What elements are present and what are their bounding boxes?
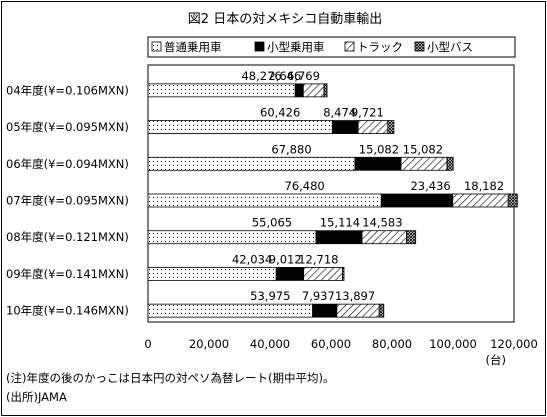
value-label-5-2: 12,718 — [298, 252, 338, 266]
legend-label-0: 普通乗用車 — [164, 40, 222, 54]
value-label-0-0: 48,276 — [241, 69, 281, 83]
category-label-5: 09年度(¥=0.141MXN) — [6, 267, 129, 281]
bars-group — [147, 83, 518, 318]
bar-segment-6-1 — [312, 303, 338, 318]
x-tick-label-6: 120,000 — [490, 337, 538, 351]
chart-title: 図2 日本の対メキシコ自動車輸出 — [188, 12, 382, 27]
bar-segment-5-3 — [342, 267, 345, 281]
value-label-0-2: 6,769 — [287, 69, 320, 83]
x-tick-label-1: 20,000 — [189, 337, 229, 351]
value-label-4-2: 14,583 — [362, 216, 402, 230]
value-label-0-1: 2,646 — [268, 69, 301, 83]
value-label-6-1: 7,937 — [302, 289, 335, 303]
x-tick-label-0: 0 — [144, 337, 151, 351]
bar-segment-5-2 — [303, 267, 343, 281]
value-label-1-2: 9,721 — [351, 106, 384, 120]
bar-segment-1-0 — [147, 120, 333, 134]
bar-segment-1-3 — [387, 120, 395, 134]
x-unit-label: (台) — [486, 353, 506, 367]
x-tick-label-4: 80,000 — [372, 337, 412, 351]
category-label-6: 10年度(¥=0.146MXN) — [6, 304, 129, 318]
value-label-6-0: 53,975 — [250, 289, 290, 303]
x-tick-label-5: 100,000 — [429, 337, 477, 351]
value-label-2-0: 67,880 — [271, 142, 311, 156]
category-label-0: 04年度(¥=0.106MXN) — [6, 83, 129, 97]
x-tick-label-2: 40,000 — [250, 337, 290, 351]
value-label-6-2: 13,897 — [335, 289, 375, 303]
bar-segment-0-1 — [294, 83, 304, 98]
category-label-2: 06年度(¥=0.094MXN) — [6, 157, 129, 171]
bar-segment-6-2 — [336, 303, 380, 318]
bar-segment-3-1 — [380, 193, 454, 208]
legend-label-1: 小型乗用車 — [267, 40, 325, 54]
bar-segment-5-1 — [275, 267, 305, 281]
bar-segment-4-0 — [147, 230, 317, 245]
bar-segment-2-2 — [400, 156, 448, 171]
note-text: (注)年度の後のかっこは日本円の対ペソ為替レート(期中平均)。 — [6, 371, 335, 385]
value-label-1-0: 60,426 — [260, 106, 300, 120]
legend: 普通乗用車 小型乗用車 トラック 小型バス — [151, 40, 473, 54]
source-text: (出所)JAMA — [6, 390, 67, 404]
x-tick-label-3: 60,000 — [311, 337, 351, 351]
bar-segment-6-0 — [147, 303, 314, 318]
bar-segment-3-2 — [452, 193, 509, 208]
category-label-3: 07年度(¥=0.095MXN) — [6, 194, 129, 208]
value-label-5-1: 9,012 — [269, 252, 302, 266]
bar-segment-2-1 — [354, 156, 402, 171]
bar-segment-2-3 — [446, 156, 454, 171]
value-label-1-1: 8,474 — [323, 106, 356, 120]
legend-label-3: 小型バス — [427, 40, 473, 54]
bar-segment-0-3 — [323, 83, 328, 98]
value-label-4-1: 15,114 — [320, 216, 360, 230]
bar-segment-1-2 — [357, 120, 389, 134]
value-label-3-0: 76,480 — [285, 179, 325, 193]
bar-segment-6-3 — [378, 303, 385, 318]
bar-segment-3-0 — [147, 193, 382, 208]
value-label-5-0: 42,034 — [232, 252, 272, 266]
bar-segment-0-0 — [147, 83, 296, 98]
value-label-3-1: 23,436 — [410, 179, 450, 193]
legend-swatch-1 — [254, 41, 265, 52]
bar-segment-2-0 — [147, 156, 356, 171]
value-label-3-2: 18,182 — [464, 179, 504, 193]
value-label-4-0: 55,065 — [252, 216, 292, 230]
value-label-2-2: 15,082 — [403, 142, 443, 156]
value-label-2-1: 15,082 — [359, 142, 399, 156]
category-label-1: 05年度(¥=0.095MXN) — [6, 120, 129, 134]
bar-segment-1-1 — [331, 120, 359, 134]
bar-segment-5-0 — [147, 267, 277, 281]
category-labels-group: 04年度(¥=0.106MXN) 05年度(¥=0.095MXN) 06年度(¥=0… — [6, 83, 129, 317]
bar-segment-0-2 — [302, 83, 325, 98]
plot-area — [147, 64, 515, 323]
legend-swatch-0 — [151, 41, 162, 52]
bar-segment-4-1 — [315, 230, 363, 245]
legend-label-2: トラック — [357, 40, 403, 54]
legend-swatch-2 — [344, 41, 355, 52]
bar-segment-3-3 — [507, 193, 518, 208]
legend-swatch-3 — [414, 41, 425, 52]
category-label-4: 08年度(¥=0.121MXN) — [6, 230, 129, 244]
x-tick-labels-group: 0 20,000 40,000 60,000 80,000 100,000 120,000 — [144, 337, 537, 351]
bar-segment-4-2 — [361, 230, 407, 245]
bar-segment-4-3 — [406, 230, 417, 245]
